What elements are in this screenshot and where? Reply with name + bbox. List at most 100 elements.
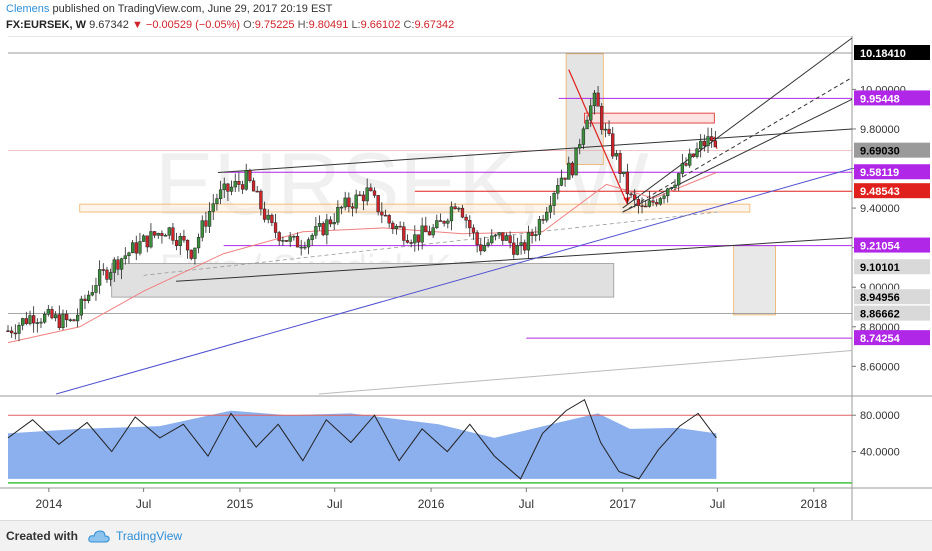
candle [673,179,677,191]
candle [548,195,553,219]
candle-body [277,232,281,242]
candle-body [116,259,120,270]
candle-body [130,242,135,254]
candle [90,285,94,297]
candle [332,213,336,231]
candle-body [108,272,113,280]
candle-body [647,200,652,207]
candle [284,240,289,243]
close-label: C: [403,19,415,31]
candle [72,318,76,322]
candle [501,232,505,245]
candle [130,239,135,254]
candle [171,222,175,245]
candle-body [358,194,362,197]
candle-body [160,233,164,236]
candle-body [347,197,351,207]
candle [218,180,223,205]
candle-body [611,133,615,157]
candle-body [105,269,109,280]
candle [574,147,578,176]
tradingview-cloud-icon[interactable] [88,529,110,543]
candle-body [156,233,160,236]
tradingview-brand-link[interactable]: TradingView [116,529,183,543]
candle-body [526,232,531,251]
candle [310,232,314,246]
candle [446,218,450,229]
candle-body [713,140,717,148]
candle [449,201,454,231]
blue-trendline [56,168,853,395]
candle-body [262,208,267,220]
candle-body [380,211,384,216]
candle-body [233,181,237,188]
candle-body [581,128,586,145]
candle-body [512,242,516,255]
candle-body [185,239,190,251]
candle-body [211,203,215,212]
price-label-box [854,237,930,253]
candle-body [328,219,333,225]
candle [215,193,219,211]
candle-body [292,235,296,238]
candle-body [127,252,131,256]
candle [211,194,215,221]
time-tick-label: Jul [327,497,342,511]
candle-body [171,227,175,241]
candle [691,153,696,158]
open-label: O: [243,19,255,31]
candle [86,290,91,304]
candle [13,324,17,340]
candle-body [13,332,17,335]
candle [163,233,168,237]
author-link[interactable]: Clemens [6,3,50,15]
candle [523,239,527,254]
candle [35,318,39,333]
candle [603,123,608,138]
candle-body [193,247,197,259]
candle [226,183,230,201]
candle [79,295,83,320]
candle [589,98,593,127]
candle-body [284,240,289,242]
candle-body [387,215,391,224]
price-label-text: 8.74254 [860,333,901,345]
gray-trendline [318,350,853,395]
candle-body [695,148,699,157]
candle [699,134,703,158]
price-label-box [854,305,930,321]
price-chart[interactable]: EURSEK, WEuro / Swedish Krona8.600008.80… [0,36,932,520]
candle-body [625,171,630,195]
candle [314,217,318,240]
candle-body [50,309,54,319]
candle-body [79,298,83,316]
candle [365,178,369,206]
candle-body [420,225,424,243]
candle-body [651,200,655,203]
candle-body [273,222,278,233]
candle [655,198,659,207]
candle [149,223,153,249]
candle [596,86,600,107]
candle [189,249,193,261]
candle [200,215,204,242]
candle-body [321,223,325,236]
candle-body [145,235,149,248]
candle [482,236,487,252]
candle-body [369,187,373,192]
candle-body [592,92,597,107]
candle-body [508,235,512,244]
symbol-label[interactable]: FX:EURSEK, W [6,19,87,31]
price-tick-label: 8.60000 [860,361,900,373]
candle [112,257,116,282]
candle-body [299,246,303,249]
candle [618,150,622,183]
candle-body [207,211,212,227]
candle-body [244,170,248,190]
lower-trendline [176,237,853,282]
candle-body [204,220,208,227]
price-label-box [854,164,930,180]
candle [303,241,307,250]
candle-body [534,234,538,236]
candle-body [607,128,611,134]
